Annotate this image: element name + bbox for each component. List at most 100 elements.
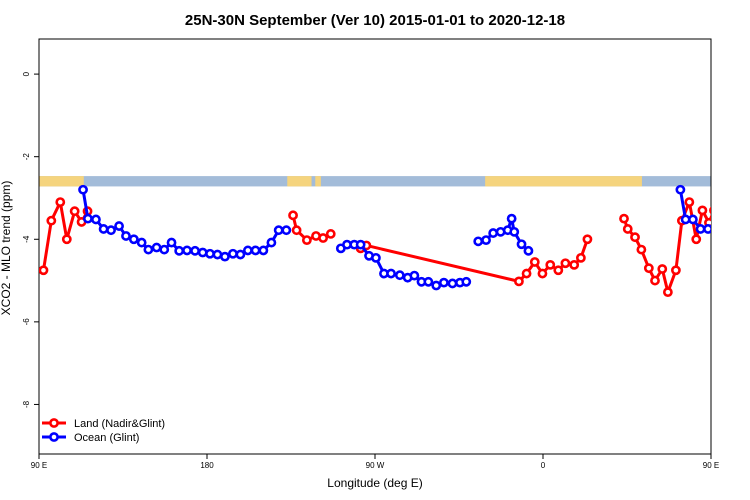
data-point — [197, 247, 208, 258]
data-point — [709, 206, 711, 215]
data-point — [691, 234, 702, 245]
data-point — [371, 252, 381, 263]
land-band — [315, 176, 321, 187]
x-tick-label: 180 — [200, 461, 214, 470]
data-point — [703, 224, 711, 234]
data-point — [182, 245, 192, 256]
data-point — [61, 234, 72, 245]
data-point — [325, 229, 336, 239]
data-point — [488, 228, 499, 238]
data-point — [205, 248, 215, 259]
data-point — [386, 268, 396, 279]
data-point — [151, 242, 162, 253]
x-axis-label: Longitude (deg E) — [327, 476, 422, 490]
y-axis-label: XCO2 - MLO trend (ppm) — [0, 181, 13, 316]
legend-marker — [49, 418, 59, 428]
data-point — [55, 197, 66, 208]
data-point — [431, 280, 442, 291]
data-point — [438, 277, 449, 288]
data-point — [409, 270, 420, 281]
data-point — [727, 236, 734, 243]
data-point — [675, 184, 686, 195]
data-point — [423, 276, 434, 287]
data-point — [643, 263, 654, 274]
data-point — [174, 245, 185, 256]
data-point — [509, 226, 520, 237]
data-point — [128, 234, 139, 245]
y-tick-label: -2 — [22, 153, 31, 161]
data-point — [91, 214, 101, 225]
legend-marker — [49, 432, 59, 442]
y-tick-label: -8 — [22, 400, 31, 408]
x-tick-label: 0 — [541, 461, 546, 470]
legend-label: Ocean (Glint) — [74, 432, 139, 444]
data-point — [98, 224, 109, 234]
data-point — [78, 184, 88, 195]
data-point — [575, 252, 586, 263]
land-band — [39, 176, 84, 187]
legend-label: Land (Nadir&Glint) — [74, 418, 165, 430]
data-point — [545, 259, 556, 270]
data-point — [273, 225, 284, 236]
data-point — [662, 287, 673, 298]
data-point — [560, 258, 571, 269]
data-point — [697, 205, 708, 216]
data-point — [473, 236, 484, 247]
data-point — [235, 249, 246, 260]
data-point — [355, 239, 366, 250]
x-tick-label: 90 E — [31, 461, 47, 470]
surface-band — [39, 176, 711, 187]
data-point — [630, 232, 640, 243]
data-point — [657, 264, 668, 274]
data-point — [288, 210, 298, 221]
legend: Land (Nadir&Glint) Ocean (Glint) — [42, 418, 165, 444]
data-point — [461, 276, 472, 287]
data-point — [266, 237, 277, 248]
x-tick-label: 90 W — [366, 461, 385, 470]
chart-title: 25N-30N September (Ver 10) 2015-01-01 to… — [185, 12, 565, 29]
data-point — [719, 232, 726, 239]
land-band — [287, 176, 312, 187]
data-point — [514, 276, 524, 287]
data-point — [619, 213, 629, 224]
data-point — [301, 235, 312, 245]
data-point — [735, 239, 742, 246]
y-tick-label: -6 — [22, 318, 31, 326]
data-point — [190, 245, 200, 256]
data-point — [742, 246, 749, 253]
data-point — [506, 213, 517, 224]
data-point — [537, 268, 548, 279]
data-point — [212, 249, 223, 260]
data-point — [521, 268, 532, 279]
data-point — [687, 214, 698, 225]
data-point — [166, 237, 177, 248]
ocean-band — [39, 176, 711, 187]
land-band — [485, 176, 642, 187]
y-tick-label: 0 — [22, 71, 31, 76]
x-tick-label: 90 E — [703, 461, 719, 470]
data-point — [318, 233, 329, 243]
data-point — [291, 225, 302, 236]
data-point — [159, 244, 170, 255]
data-point — [394, 270, 405, 281]
data-point — [516, 239, 527, 250]
data-point — [121, 231, 131, 241]
axes: 90 E 180 90 W 0 90 E 0 -2 -4 -6 -8 — [22, 38, 719, 470]
data-point — [106, 225, 116, 236]
data-point — [582, 234, 593, 245]
data-point — [684, 197, 695, 208]
data-point — [39, 265, 49, 276]
data-point — [529, 257, 540, 267]
data-point — [622, 224, 633, 234]
data-point — [69, 206, 80, 217]
y-tick-label: -4 — [22, 235, 31, 243]
data-point — [143, 244, 154, 255]
data-point — [114, 221, 124, 231]
data-point — [481, 235, 491, 245]
data-point — [671, 265, 681, 276]
data-point — [695, 224, 706, 234]
data-point — [523, 245, 534, 256]
data-point — [650, 275, 660, 286]
data-point — [258, 245, 269, 256]
